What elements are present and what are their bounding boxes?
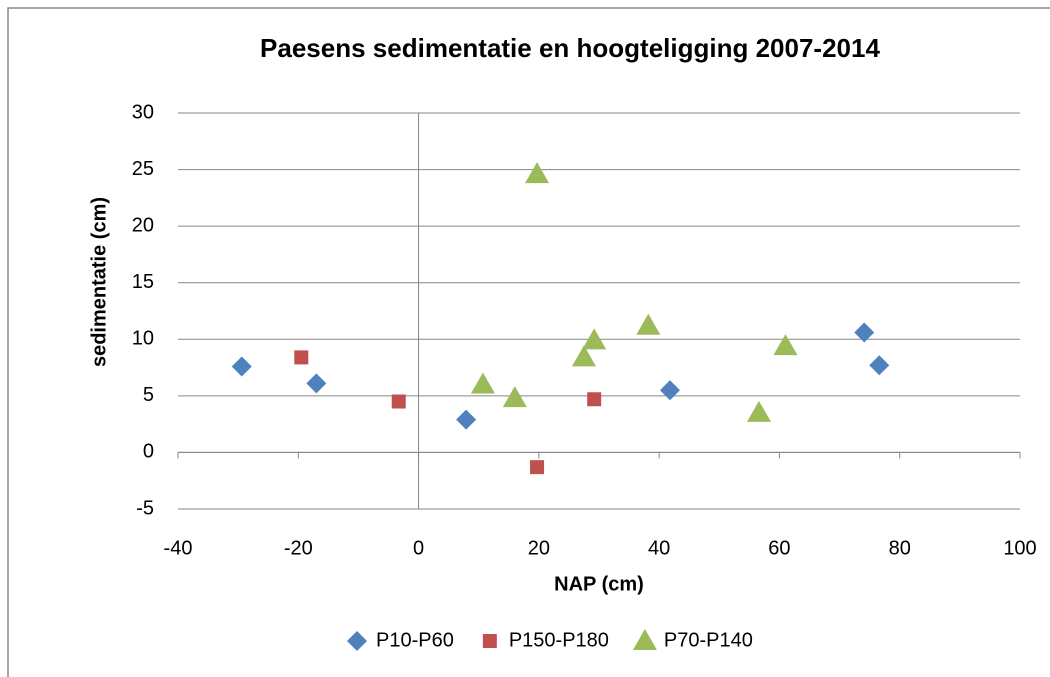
data-point	[582, 328, 607, 350]
data-point	[294, 350, 309, 365]
legend-marker	[347, 631, 367, 651]
data-point	[854, 322, 875, 343]
y-tick-label: 20	[132, 214, 154, 236]
data-point	[391, 394, 406, 409]
x-tick-label: 0	[413, 537, 424, 559]
x-tick-label: 60	[768, 537, 790, 559]
y-tick-label: 15	[132, 271, 154, 293]
x-tick-label: 40	[648, 537, 670, 559]
data-point	[571, 345, 596, 367]
data-point	[659, 380, 680, 401]
data-point	[306, 373, 327, 394]
y-tick-label: 30	[132, 101, 154, 123]
legend-label: P70-P140	[664, 629, 753, 651]
data-point	[746, 400, 771, 422]
x-tick-label: 80	[889, 537, 911, 559]
y-tick-label: -5	[136, 497, 154, 519]
data-point	[456, 409, 477, 430]
x-axis-label: NAP (cm)	[554, 573, 644, 595]
data-point	[587, 392, 602, 407]
y-axis-label: sedimentatie (cm)	[88, 197, 110, 367]
chart-title: Paesens sedimentatie en hoogteligging 20…	[260, 33, 880, 63]
y-tick-label: 0	[143, 441, 154, 463]
data-point	[525, 162, 550, 184]
y-tick-label: 5	[143, 384, 154, 406]
x-tick-label: -20	[284, 537, 313, 559]
chart-frame	[7, 7, 1050, 677]
data-point	[231, 356, 252, 377]
x-tick-label: 100	[1003, 537, 1036, 559]
data-point	[636, 313, 661, 335]
data-point	[869, 355, 890, 376]
legend-marker	[632, 629, 657, 650]
data-point	[530, 460, 545, 475]
data-point	[773, 334, 798, 356]
x-tick-label: -40	[164, 537, 193, 559]
data-point	[502, 386, 527, 408]
y-tick-label: 25	[132, 158, 154, 180]
data-point	[470, 372, 495, 394]
y-tick-label: 10	[132, 328, 154, 350]
x-tick-label: 20	[528, 537, 550, 559]
legend-label: P10-P60	[376, 629, 454, 651]
legend-marker	[482, 634, 497, 648]
legend-label: P150-P180	[509, 629, 609, 651]
